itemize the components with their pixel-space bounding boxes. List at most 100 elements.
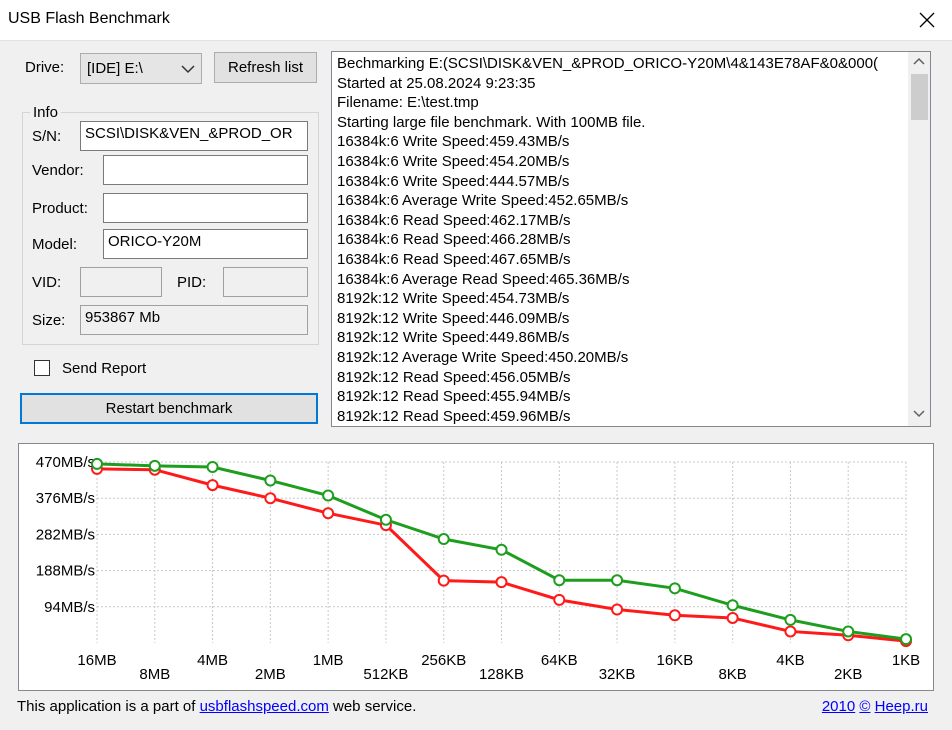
x-tick-label: 64KB	[541, 652, 578, 669]
close-icon	[919, 12, 935, 28]
info-group	[22, 112, 319, 345]
log-line: 16384k:6 Write Speed:444.57MB/s	[337, 172, 570, 190]
log-line: 16384k:6 Write Speed:454.20MB/s	[337, 152, 570, 170]
y-tick-label: 376MB/s	[36, 490, 95, 507]
copyright-sign[interactable]: ©	[859, 698, 871, 715]
x-tick-label: 32KB	[599, 666, 636, 683]
log-line: 8192k:12 Average Write Speed:450.20MB/s	[337, 348, 629, 366]
scroll-up-icon[interactable]	[913, 57, 925, 65]
series-point	[784, 613, 797, 626]
log-line: Started at 25.08.2024 9:23:35	[337, 74, 536, 92]
y-tick-label: 470MB/s	[36, 454, 95, 471]
pid-field[interactable]	[223, 267, 308, 297]
x-tick-label: 1KB	[892, 652, 920, 669]
series-point	[206, 461, 219, 474]
series-point	[553, 593, 566, 606]
product-label: Product:	[32, 200, 88, 217]
series-point	[91, 457, 103, 470]
drive-label: Drive:	[25, 59, 65, 76]
speed-chart-svg: 94MB/s 188MB/s 282MB/s 376MB/s 470MB/s 16MB 8M…	[36, 454, 920, 683]
log-line: 16384k:6 Read Speed:462.17MB/s	[337, 211, 571, 229]
model-field[interactable]: ORICO-Y20M	[103, 229, 308, 259]
footer-text: This application is a part of usbflashsp…	[17, 698, 416, 715]
series-point	[726, 611, 739, 624]
x-tick-label: 8MB	[139, 666, 170, 683]
x-tick-label: 4KB	[776, 652, 804, 669]
x-tick-label: 8KB	[718, 666, 746, 683]
series-point	[148, 459, 161, 472]
log-line: 16384k:6 Average Write Speed:452.65MB/s	[337, 192, 629, 210]
vendor-field[interactable]	[103, 155, 308, 185]
x-tick-label: 4MB	[197, 652, 228, 669]
usbflashspeed-link[interactable]: usbflashspeed.com	[199, 698, 329, 715]
series-point	[495, 543, 508, 556]
x-tick-label: 2MB	[255, 666, 286, 683]
chevron-down-icon	[181, 65, 195, 74]
footer-text-after: web service.	[328, 698, 417, 715]
series-point	[668, 609, 681, 622]
restart-benchmark-button[interactable]: Restart benchmark	[20, 393, 318, 424]
series-point	[264, 474, 277, 487]
product-field[interactable]	[103, 193, 308, 223]
send-report-checkbox[interactable]	[34, 360, 50, 376]
log-line: Bechmarking E:(SCSI\DISK&VEN_&PROD_ORICO…	[337, 55, 879, 72]
pid-label: PID:	[177, 274, 207, 291]
info-group-label: Info	[30, 104, 62, 121]
close-button[interactable]	[902, 0, 952, 40]
sn-label: S/N:	[32, 128, 62, 145]
log-line: 8192k:12 Write Speed:446.09MB/s	[337, 309, 570, 327]
copyright: 2010 © Heep.ru	[822, 698, 928, 715]
log-textbox[interactable]: Bechmarking E:(SCSI\DISK&VEN_&PROD_ORICO…	[331, 51, 931, 427]
series-point	[553, 574, 566, 587]
series-point	[437, 574, 450, 587]
vid-field[interactable]	[80, 267, 162, 297]
scroll-thumb[interactable]	[911, 74, 928, 120]
log-line: 16384k:6 Write Speed:459.43MB/s	[337, 133, 570, 151]
log-line: 16384k:6 Average Read Speed:465.36MB/s	[337, 270, 630, 288]
x-tick-label: 128KB	[479, 666, 524, 683]
y-tick-label: 282MB/s	[36, 526, 95, 543]
x-tick-label: 1MB	[313, 652, 344, 669]
footer-text-before: This application is a part of	[17, 698, 200, 715]
title-bar: USB Flash Benchmark	[0, 0, 952, 41]
series-point	[264, 492, 277, 505]
log-line: 8192k:12 Write Speed:449.86MB/s	[337, 329, 570, 347]
x-tick-label: 16MB	[77, 652, 116, 669]
send-report-label: Send Report	[62, 360, 147, 377]
log-line: 8192k:12 Write Speed:454.73MB/s	[337, 290, 570, 308]
year-link[interactable]: 2010	[821, 698, 856, 715]
size-field[interactable]: 953867 Mb	[80, 305, 308, 335]
log-line: 8192k:12 Read Speed:456.05MB/s	[337, 368, 571, 386]
sn-field[interactable]: SCSI\DISK&VEN_&PROD_OR	[80, 121, 308, 151]
series-point	[322, 507, 335, 520]
vid-label: VID:	[32, 274, 62, 291]
log-line: Starting large file benchmark. With 100M…	[337, 113, 646, 131]
log-line: 8192k:12 Read Speed:459.96MB/s	[337, 407, 571, 425]
drive-select[interactable]: [IDE] E:\	[80, 53, 202, 84]
window-title: USB Flash Benchmark	[8, 10, 170, 27]
series-point	[379, 513, 392, 526]
series-point	[726, 599, 739, 612]
author-link[interactable]: Heep.ru	[874, 698, 928, 715]
speed-chart: 94MB/s 188MB/s 282MB/s 376MB/s 470MB/s 16MB 8M…	[18, 443, 934, 691]
series-point	[495, 576, 508, 589]
x-tick-label: 2KB	[834, 666, 862, 683]
size-label: Size:	[32, 312, 66, 329]
series-point	[900, 633, 912, 646]
refresh-list-button[interactable]: Refresh list	[214, 52, 317, 83]
series-point	[784, 625, 797, 638]
x-tick-label: 256KB	[421, 652, 466, 669]
series-point	[668, 582, 681, 595]
log-lines: Bechmarking E:(SCSI\DISK&VEN_&PROD_ORICO…	[337, 54, 907, 426]
x-tick-label: 512KB	[363, 666, 408, 683]
x-tick-label: 16KB	[657, 652, 694, 669]
log-scrollbar[interactable]	[908, 52, 930, 426]
scroll-down-icon[interactable]	[913, 410, 925, 418]
y-tick-label: 94MB/s	[44, 599, 95, 616]
series-point	[842, 625, 855, 638]
y-tick-label: 188MB/s	[36, 563, 95, 580]
log-line: 16384k:6 Read Speed:467.65MB/s	[337, 250, 571, 268]
log-line: 16384k:6 Read Speed:466.28MB/s	[337, 231, 571, 249]
series-point	[322, 489, 335, 502]
series-point	[437, 533, 450, 546]
